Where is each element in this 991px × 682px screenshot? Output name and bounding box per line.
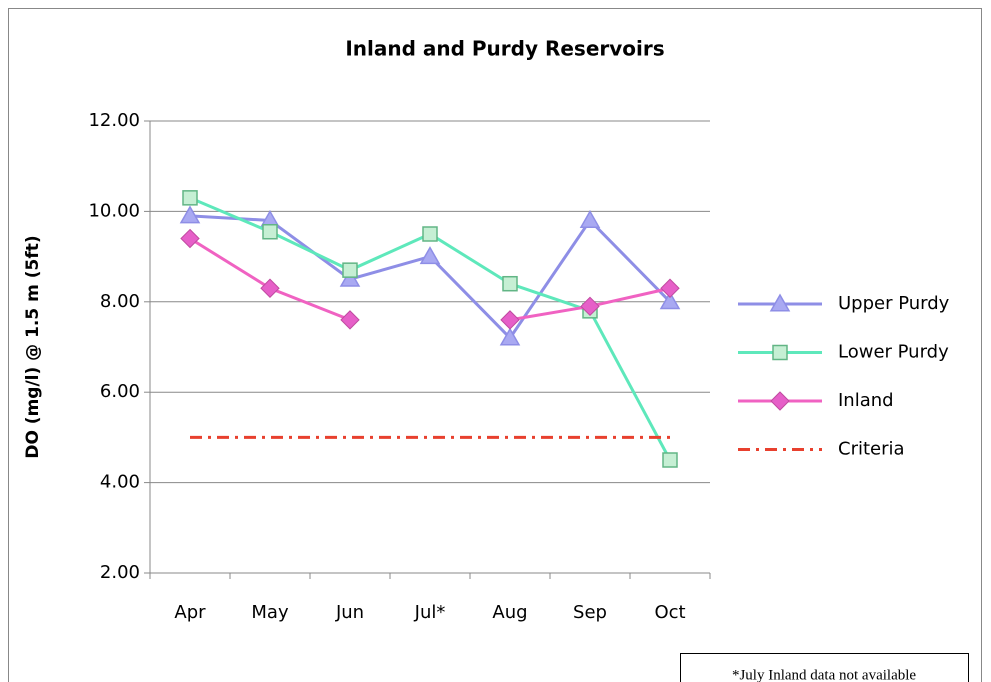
chart-border [8,8,982,682]
legend-label: Upper Purdy [838,293,950,314]
y-tick-label: 12.00 [88,110,140,131]
marker [772,344,788,361]
marker [499,327,521,346]
marker [339,268,361,287]
marker [770,391,790,411]
legend-label: Inland [838,390,894,411]
x-tick-label: Jun [335,602,364,623]
marker [260,278,280,298]
marker [659,291,681,310]
marker [182,190,198,206]
marker [262,223,278,240]
y-tick-label: 10.00 [88,200,140,221]
y-tick-label: 8.00 [100,291,140,312]
x-tick-label: Apr [174,602,206,623]
marker [580,296,600,317]
marker [769,293,791,312]
marker [180,228,200,249]
marker [660,278,680,298]
marker [422,226,438,242]
legend-label: Lower Purdy [838,342,949,363]
marker [579,209,601,228]
x-tick-label: May [251,602,289,623]
marker [502,275,518,292]
y-tick-label: 4.00 [100,472,140,493]
x-tick-label: Oct [654,602,685,623]
marker [179,205,201,224]
chart-title: Inland and Purdy Reservoirs [345,37,664,61]
y-tick-label: 6.00 [100,381,140,402]
y-tick-label: 2.00 [100,562,140,583]
annotation-box [680,653,969,682]
x-tick-label: Aug [492,602,527,623]
marker [342,262,358,278]
x-tick-label: Sep [573,602,607,623]
marker [500,310,520,330]
annotation: *July Inland data not available [732,667,916,682]
y-axis-label: DO (mg/l) @ 1.5 m (5ft) [23,235,43,458]
x-tick-label: Jul* [414,602,446,623]
marker [419,246,441,265]
legend-label: Criteria [838,439,905,460]
marker [340,310,360,330]
marker [662,452,678,468]
